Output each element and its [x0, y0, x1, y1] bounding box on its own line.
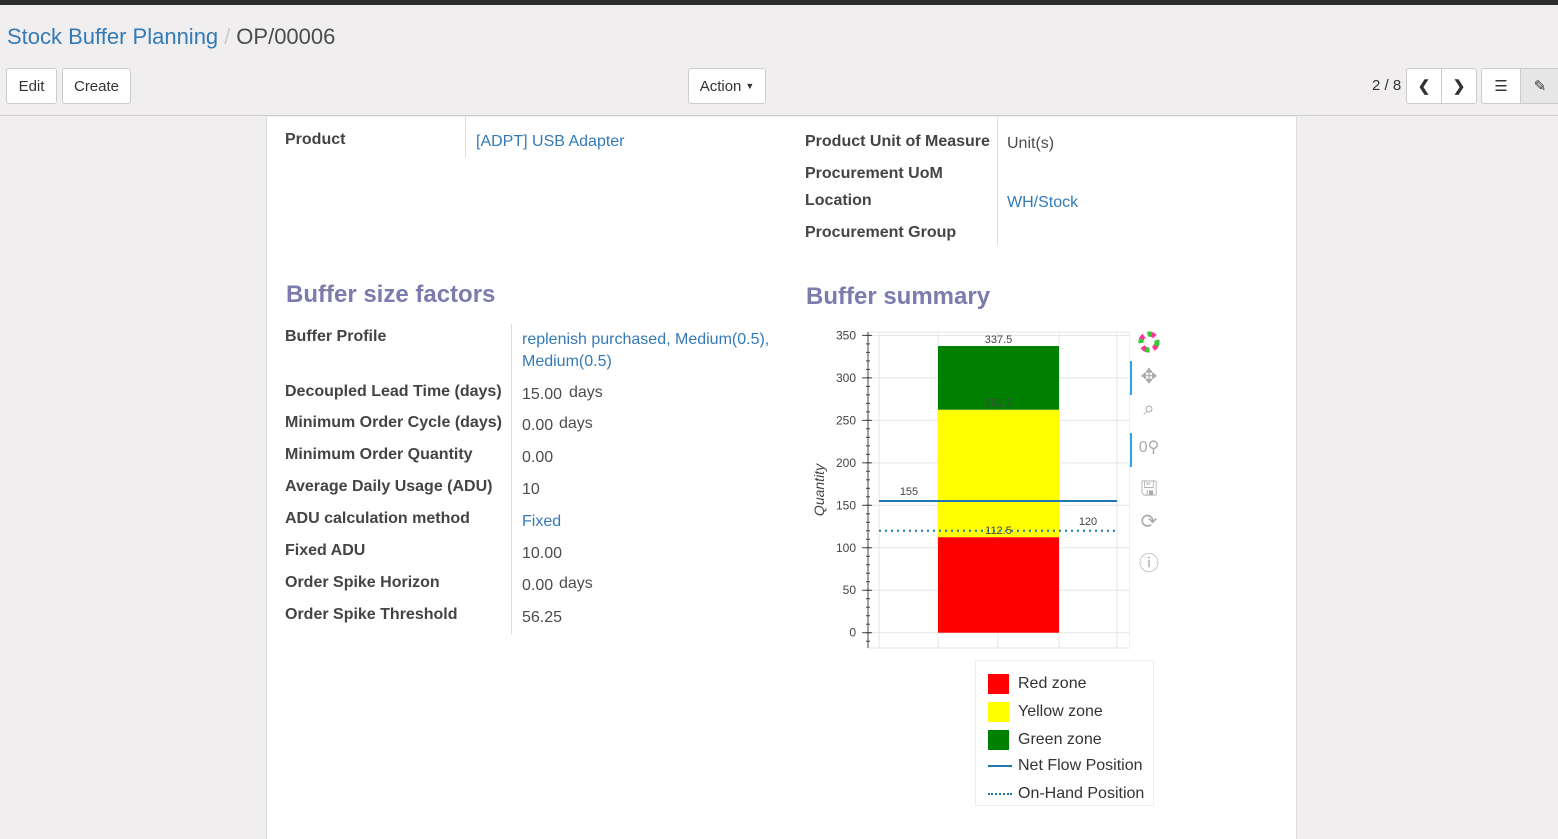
previous-record-button[interactable]: ❮ — [1406, 68, 1442, 104]
factor-label: Order Spike Horizon — [285, 574, 440, 591]
caret-down-icon: ▼ — [745, 81, 755, 91]
factor-label: Minimum Order Quantity — [285, 446, 473, 463]
buffer-size-factors-title: Buffer size factors — [286, 281, 496, 308]
line-data-label: 155 — [900, 486, 918, 498]
location-label: Location — [805, 192, 872, 209]
factor-value: 56.25 — [522, 609, 563, 626]
legend-swatch — [988, 730, 1009, 750]
legend-swatch — [988, 702, 1009, 722]
box-zoom-tool-icon[interactable]: ⌕ — [1143, 398, 1155, 420]
y-tick-label: 250 — [836, 413, 856, 427]
factor-label: Decoupled Lead Time (days) — [285, 383, 502, 400]
factor-value: 0.00 — [522, 577, 554, 594]
y-tick-label: 150 — [836, 498, 856, 512]
legend-line-solid — [988, 765, 1012, 767]
bar-data-label: 262.5 — [985, 398, 1013, 410]
y-tick-label: 100 — [836, 541, 856, 555]
procurement-uom-label: Procurement UoM — [805, 165, 943, 182]
buffer-summary-title: Buffer summary — [806, 283, 991, 310]
breadcrumb-parent-link[interactable]: Stock Buffer Planning — [7, 24, 219, 49]
factor-label: Buffer Profile — [285, 328, 387, 345]
active-tool-indicator — [1130, 433, 1132, 467]
factor-value[interactable]: replenish purchased, Medium(0.5), — [522, 331, 770, 348]
legend-label: Net Flow Position — [1018, 757, 1143, 774]
location-link[interactable]: WH/Stock — [1007, 194, 1079, 211]
y-tick-label: 0 — [849, 626, 856, 640]
bar-yellow-zone — [938, 409, 1059, 538]
top-bar — [0, 0, 1558, 5]
chevron-right-icon: ❯ — [1452, 78, 1466, 95]
factor-value[interactable]: Fixed — [522, 513, 562, 530]
y-tick-label: 200 — [836, 456, 856, 470]
action-label: Action — [699, 77, 742, 95]
bar-red-zone — [938, 537, 1059, 633]
factor-unit: days — [569, 384, 603, 401]
buffer-chart: 0 50 100 150 200 250 300 350 Quantity 112.5 262.5 3… — [811, 328, 1130, 649]
factor-unit: days — [559, 415, 593, 432]
pager-value: 2 / 8 — [1372, 77, 1402, 94]
list-view-button[interactable]: ☰ — [1481, 68, 1521, 104]
save-tool-icon[interactable]: 🖫 — [1140, 478, 1158, 500]
legend-item-green-zone: Green zone — [988, 730, 1102, 750]
factor-value: 10.00 — [522, 545, 563, 562]
product-label: Product — [285, 131, 346, 148]
legend-item-on-hand: On-Hand Position — [988, 785, 1144, 803]
action-dropdown[interactable]: Action ▼ — [688, 68, 766, 104]
chevron-left-icon: ❮ — [1417, 78, 1431, 95]
active-tool-indicator — [1130, 361, 1132, 395]
pan-tool-icon[interactable]: ✥ — [1140, 366, 1158, 388]
legend-label: Red zone — [1018, 675, 1087, 692]
product-link[interactable]: [ADPT] USB Adapter — [476, 133, 625, 150]
legend-item-yellow-zone: Yellow zone — [988, 702, 1103, 722]
bokeh-logo-icon[interactable] — [1137, 330, 1160, 360]
divider — [997, 117, 998, 245]
chart-legend: Red zone Yellow zone Green zone Net Flow… — [975, 660, 1154, 806]
legend-swatch — [988, 674, 1009, 694]
factor-value: 0.00 — [522, 417, 554, 434]
procurement-group-label: Procurement Group — [805, 224, 957, 241]
factor-value: 15.00 — [522, 386, 563, 403]
reset-tool-icon[interactable]: ⟳ — [1140, 511, 1158, 533]
legend-line-dotted — [988, 793, 1012, 795]
legend-label: On-Hand Position — [1018, 785, 1145, 802]
factor-label: ADU calculation method — [285, 510, 470, 527]
uom-label: Product Unit of Measure — [805, 133, 990, 150]
y-tick-label: 350 — [836, 328, 856, 342]
factor-value: 0.00 — [522, 449, 554, 466]
y-tick-label: 50 — [843, 583, 857, 597]
breadcrumb: Stock Buffer Planning / OP/00006 — [7, 24, 336, 49]
form-view-button[interactable]: ✎ — [1520, 68, 1558, 104]
y-axis-label: Quantity — [811, 463, 827, 516]
factor-unit: days — [559, 575, 593, 592]
factor-label: Minimum Order Cycle (days) — [285, 414, 502, 431]
bar-data-label: 112.5 — [985, 525, 1012, 537]
create-button[interactable]: Create — [62, 68, 131, 104]
list-icon: ☰ — [1494, 78, 1508, 95]
legend-label: Yellow zone — [1018, 703, 1103, 720]
factor-label: Order Spike Threshold — [285, 606, 458, 623]
line-data-label: 120 — [1079, 516, 1097, 528]
factor-value-cont[interactable]: Medium(0.5) — [522, 353, 612, 370]
divider — [465, 117, 466, 157]
factor-label: Average Daily Usage (ADU) — [285, 478, 493, 495]
factor-label: Fixed ADU — [285, 542, 366, 559]
factor-value: 10 — [522, 481, 540, 498]
legend-label: Green zone — [1018, 731, 1102, 748]
legend-item-red-zone: Red zone — [988, 674, 1087, 694]
next-record-button[interactable]: ❯ — [1441, 68, 1477, 104]
control-panel: Stock Buffer Planning / OP/00006 Edit Crea… — [0, 5, 1558, 116]
wheel-zoom-tool-icon[interactable]: 0⚲ — [1138, 439, 1160, 456]
breadcrumb-current: OP/00006 — [236, 24, 336, 49]
edit-button[interactable]: Edit — [6, 68, 57, 104]
legend-item-net-flow: Net Flow Position — [988, 757, 1143, 775]
uom-value: Unit(s) — [1007, 135, 1055, 152]
y-tick-label: 300 — [836, 371, 856, 385]
bar-green-zone — [938, 346, 1059, 410]
edit-form-icon: ✎ — [1533, 78, 1547, 95]
divider — [511, 324, 512, 634]
bar-data-label: 337.5 — [985, 334, 1013, 346]
help-tool-icon[interactable]: ⓘ — [1139, 553, 1159, 575]
